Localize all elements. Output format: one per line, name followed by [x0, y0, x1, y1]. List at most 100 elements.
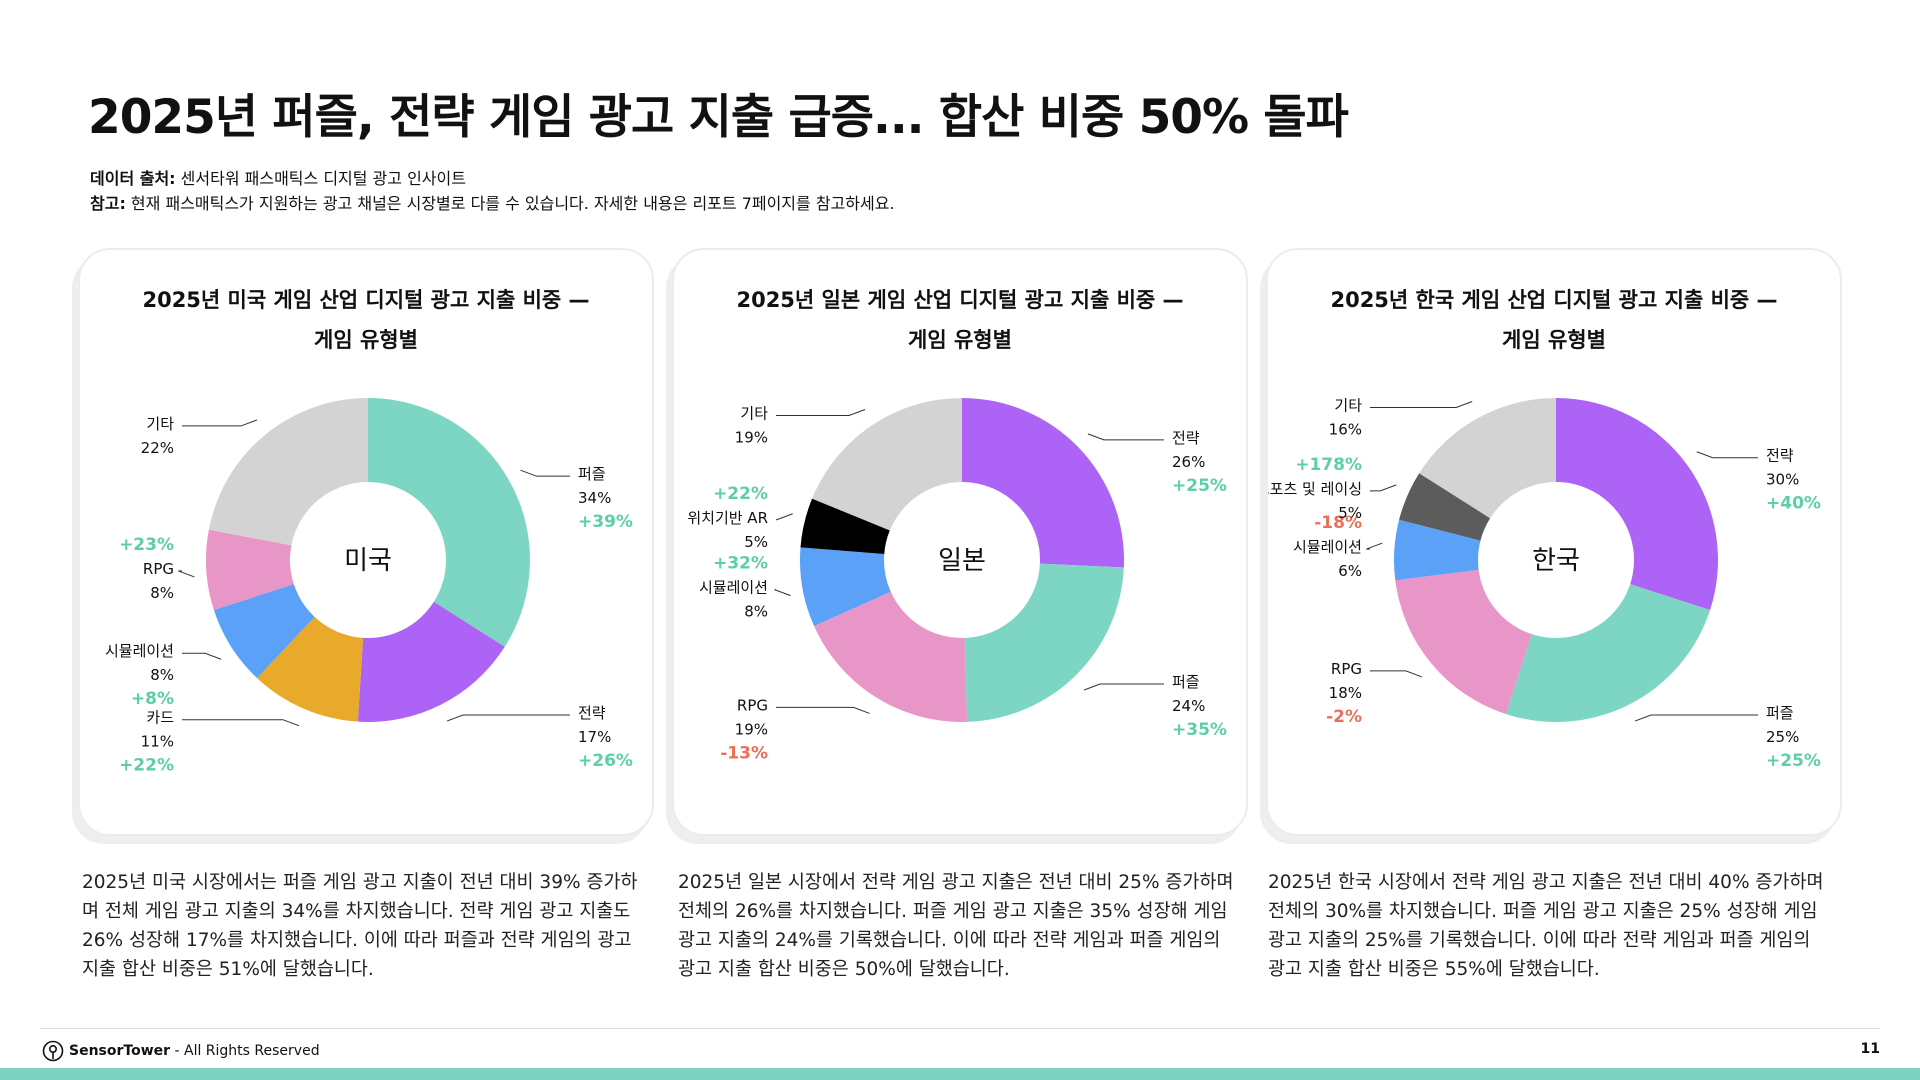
growth-label: +22% — [713, 484, 768, 504]
slice-label: 퍼즐 — [1172, 673, 1200, 691]
growth-label: +26% — [578, 751, 633, 771]
growth-label: +22% — [119, 756, 174, 776]
leader-line — [1696, 451, 1758, 459]
slice-label: 기타 — [1334, 397, 1362, 415]
slice-label: RPG — [143, 560, 174, 578]
chart-title-line2: 게임 유형별 — [908, 328, 1012, 352]
chart-title-us: 2025년 미국 게임 산업 디지털 광고 지출 비중 — 게임 유형별 — [80, 280, 652, 360]
description-japan: 2025년 일본 시장에서 전략 게임 광고 지출은 전년 대비 25% 증가하… — [678, 872, 1234, 980]
slice-label: RPG — [1331, 660, 1362, 678]
leader-line — [1370, 670, 1423, 678]
leader-line — [182, 719, 300, 727]
growth-label: +23% — [119, 535, 174, 555]
slice-label: 위치기반 AR — [687, 509, 768, 527]
donut-slice-1 — [1556, 398, 1718, 611]
slice-label: 스포츠 및 레이싱 — [1268, 480, 1362, 498]
leader-line — [178, 570, 195, 578]
data-source-label: 데이터 출처: — [90, 169, 176, 188]
growth-label: -13% — [720, 743, 768, 763]
sensor-tower-logo-icon — [42, 1040, 64, 1062]
donut-slice-3 — [1395, 569, 1532, 715]
donut-slice-2 — [1505, 584, 1711, 722]
growth-label: +25% — [1172, 476, 1227, 496]
growth-label: +178% — [1295, 455, 1362, 475]
slice-value-label: 5% — [1338, 504, 1362, 522]
slice-value-label: 8% — [744, 603, 768, 621]
leader-line — [182, 419, 258, 427]
chart-title-line2: 게임 유형별 — [1502, 328, 1606, 352]
note: 참고: 현재 패스매틱스가 지원하는 광고 채널은 시장별로 다를 수 있습니다… — [90, 191, 895, 216]
slice-value-label: 5% — [744, 533, 768, 551]
slice-label: 퍼즐 — [578, 465, 606, 483]
donut-slice-2 — [964, 563, 1124, 722]
growth-label: -2% — [1326, 707, 1362, 727]
leader-line — [1370, 401, 1473, 409]
leader-line — [1634, 714, 1758, 722]
leader-line — [1087, 433, 1164, 441]
slice-label: 시뮬레이션 — [1293, 538, 1362, 556]
slice-label: 퍼즐 — [1766, 704, 1794, 722]
donut-slice-3 — [814, 591, 968, 722]
growth-label: +25% — [1766, 751, 1821, 771]
chart-card-japan: 2025년 일본 게임 산업 디지털 광고 지출 비중 — 게임 유형별 전략 2… — [672, 248, 1248, 836]
slice-label: 기타 — [146, 415, 174, 433]
slice-value-label: 11% — [141, 733, 174, 751]
growth-label: +40% — [1766, 494, 1821, 514]
donut-slice-3 — [257, 616, 364, 722]
leader-line — [446, 714, 570, 722]
leader-line — [182, 652, 222, 660]
slice-label: 시뮬레이션 — [105, 642, 174, 660]
growth-label: -18% — [1314, 513, 1362, 533]
chart-title-line1: 2025년 한국 게임 산업 디지털 광고 지출 비중 — — [1330, 288, 1778, 312]
donut-slice-5 — [1399, 473, 1491, 541]
footer-divider — [40, 1028, 1880, 1029]
chart-title-line1: 2025년 일본 게임 산업 디지털 광고 지출 비중 — — [736, 288, 1184, 312]
growth-label: +35% — [1172, 720, 1227, 740]
chart-card-us: 2025년 미국 게임 산업 디지털 광고 지출 비중 — 게임 유형별 퍼즐 3… — [78, 248, 654, 836]
donut-slice-1 — [368, 398, 531, 647]
data-source-text: 센서타워 패스매틱스 디지털 광고 인사이트 — [175, 169, 466, 188]
chart-title-japan: 2025년 일본 게임 산업 디지털 광고 지출 비중 — 게임 유형별 — [674, 280, 1246, 360]
slice-value-label: 25% — [1766, 728, 1799, 746]
leader-line — [520, 469, 570, 477]
donut-chart-japan: 전략 26% +25% 퍼즐 24% +35% RPG 19% -13% +32% 시뮬레이션 8% +… — [687, 398, 1227, 763]
center-label: 미국 — [344, 546, 392, 576]
slice-value-label: 19% — [735, 429, 768, 447]
donut-slice-5 — [800, 498, 890, 554]
leader-line — [1370, 484, 1397, 492]
slice-label: 전략 — [1766, 447, 1794, 465]
chart-title-line2: 게임 유형별 — [314, 328, 418, 352]
chart-title-korea: 2025년 한국 게임 산업 디지털 광고 지출 비중 — 게임 유형별 — [1268, 280, 1840, 360]
donut-slice-4 — [1394, 519, 1481, 581]
data-source: 데이터 출처: 센서타워 패스매틱스 디지털 광고 인사이트 — [90, 166, 895, 191]
growth-label: +32% — [713, 554, 768, 574]
bottom-accent-bar — [0, 1068, 1920, 1080]
leader-line — [776, 513, 793, 521]
slice-label: 전략 — [578, 704, 606, 722]
slice-label: 기타 — [740, 405, 768, 423]
slice-value-label: 8% — [150, 584, 174, 602]
donut-slice-6 — [208, 398, 368, 546]
source-notes: 데이터 출처: 센서타워 패스매틱스 디지털 광고 인사이트 참고: 현재 패스… — [90, 166, 895, 216]
donut-chart-us: 퍼즐 34% +39% 전략 17% +26% 카드 11% +22% 시뮬레이션 8% +8% +23… — [105, 398, 633, 776]
slice-label: RPG — [737, 696, 768, 714]
leader-line — [776, 409, 866, 417]
donut-slice-4 — [213, 584, 315, 679]
slice-value-label: 26% — [1172, 453, 1205, 471]
slice-label: 카드 — [146, 709, 174, 727]
center-label: 일본 — [938, 546, 986, 576]
description-us: 2025년 미국 시장에서는 퍼즐 게임 광고 지출이 전년 대비 39% 증가… — [82, 872, 638, 980]
donut-slice-2 — [357, 601, 505, 722]
brand-name: SensorTower — [69, 1043, 171, 1059]
note-label: 참고: — [90, 194, 126, 213]
footer-brand-text: SensorTower - All Rights Reserved — [69, 1043, 320, 1059]
slice-label: 전략 — [1172, 429, 1200, 447]
slice-value-label: 17% — [578, 728, 611, 746]
description-korea: 2025년 한국 시장에서 전략 게임 광고 지출은 전년 대비 40% 증가하… — [1268, 872, 1824, 980]
rights-text: - All Rights Reserved — [170, 1043, 320, 1059]
slice-value-label: 24% — [1172, 697, 1205, 715]
donut-slice-5 — [205, 529, 294, 611]
footer-brand: SensorTower - All Rights Reserved — [42, 1040, 320, 1062]
donut-chart-korea: 전략 30% +40% 퍼즐 25% +25% RPG 18% -2% -18% 시뮬레이션 6% +1… — [1268, 397, 1821, 772]
chart-title-line1: 2025년 미국 게임 산업 디지털 광고 지출 비중 — — [142, 288, 590, 312]
